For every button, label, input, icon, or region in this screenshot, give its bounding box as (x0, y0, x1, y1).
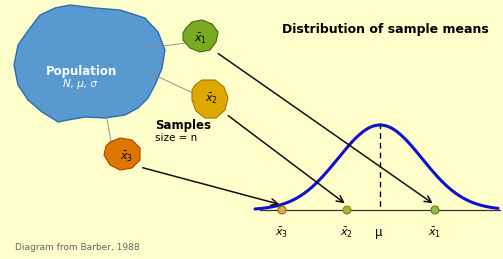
Circle shape (431, 206, 439, 214)
Text: Population: Population (46, 66, 118, 78)
Text: $\bar{x}_1$: $\bar{x}_1$ (429, 226, 442, 240)
Text: $\bar{x}_2$: $\bar{x}_2$ (205, 92, 219, 106)
Text: N, μ, σ: N, μ, σ (63, 79, 97, 89)
Circle shape (278, 206, 286, 214)
Text: $\bar{x}_3$: $\bar{x}_3$ (120, 150, 134, 164)
Text: $\bar{x}_1$: $\bar{x}_1$ (194, 32, 208, 46)
Polygon shape (104, 138, 140, 170)
Polygon shape (14, 5, 165, 122)
Text: $\bar{x}_3$: $\bar{x}_3$ (275, 226, 289, 240)
Text: Distribution of sample means: Distribution of sample means (282, 24, 488, 37)
Text: Samples: Samples (155, 119, 211, 132)
Circle shape (343, 206, 351, 214)
Text: size = n: size = n (155, 133, 197, 143)
Text: μ: μ (375, 226, 383, 239)
Polygon shape (192, 80, 228, 118)
Polygon shape (183, 20, 218, 52)
Text: $\bar{x}_2$: $\bar{x}_2$ (341, 226, 354, 240)
Text: Diagram from Barber, 1988: Diagram from Barber, 1988 (15, 243, 140, 253)
